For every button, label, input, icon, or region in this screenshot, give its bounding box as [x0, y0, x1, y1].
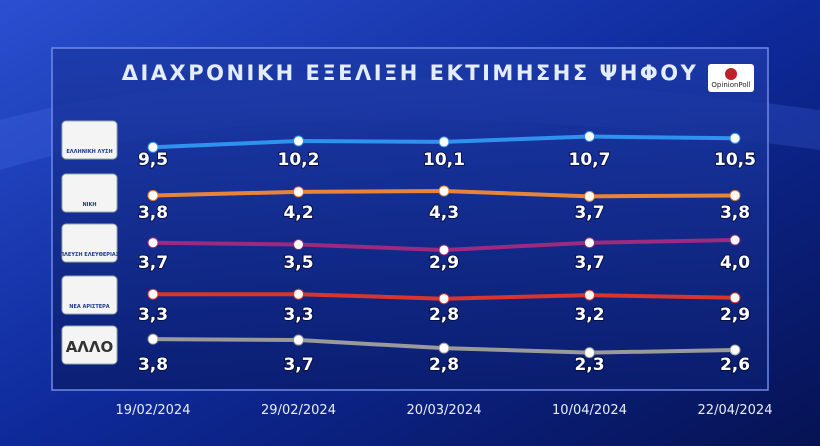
- data-label: 3,7: [283, 355, 313, 375]
- data-label: 10,2: [278, 150, 320, 170]
- point: [584, 131, 595, 142]
- x-tick-label: 29/02/2024: [261, 403, 336, 418]
- point: [584, 237, 595, 249]
- point: [147, 288, 159, 300]
- point: [729, 132, 741, 144]
- party-logo: [61, 275, 118, 315]
- data-label: 10,5: [714, 150, 756, 170]
- point: [147, 141, 159, 153]
- data-label: 9,5: [138, 150, 168, 170]
- point: [729, 189, 741, 201]
- party-logo: [61, 173, 118, 213]
- data-label: 2,9: [429, 253, 459, 273]
- point: [147, 189, 159, 201]
- logo-icon: [725, 68, 737, 80]
- point: [729, 234, 741, 246]
- data-label: 2,8: [429, 305, 459, 325]
- x-tick-label: 22/04/2024: [698, 403, 773, 418]
- point: [438, 244, 450, 256]
- legend-label: ΕΛΛΗΝΙΚΗ ΛΥΣΗ: [66, 149, 112, 155]
- point: [293, 135, 304, 147]
- data-label: 3,7: [574, 253, 604, 273]
- legend-label: ΑΛΛΟ: [66, 338, 114, 356]
- data-label: 10,1: [423, 150, 465, 170]
- point: [147, 333, 159, 345]
- data-label: 3,8: [720, 203, 750, 223]
- point: [729, 292, 741, 304]
- data-label: 3,8: [138, 203, 168, 223]
- data-label: 2,6: [720, 355, 750, 375]
- point: [438, 342, 450, 354]
- panel: [51, 47, 769, 391]
- data-label: 3,7: [574, 203, 604, 223]
- legend-label: ΠΛΕΥΣΗ ΕΛΕΥΘΕΡΙΑΣ: [60, 252, 120, 258]
- data-label: 2,9: [720, 305, 750, 325]
- point: [147, 237, 159, 249]
- party-logo: [61, 223, 118, 263]
- point: [584, 347, 595, 359]
- point: [438, 136, 450, 148]
- data-label: 3,3: [283, 305, 313, 325]
- point: [438, 185, 450, 197]
- data-label: 4,2: [283, 203, 313, 223]
- point: [584, 289, 595, 301]
- legend-label: ΝΙΚΗ: [82, 202, 96, 208]
- data-label: 3,2: [574, 305, 604, 325]
- party-logo: [61, 325, 118, 365]
- chart-title: ΔΙΑΧΡΟΝΙΚΗ ΕΞΕΛΙΞΗ ΕΚΤΙΜΗΣΗΣ ΨΗΦΟΥ: [122, 61, 699, 85]
- data-label: 3,8: [138, 355, 168, 375]
- party-logo: [61, 120, 118, 160]
- point: [438, 293, 450, 305]
- data-label: 3,7: [138, 253, 168, 273]
- source-logo: OpinionPoll: [711, 81, 750, 89]
- data-label: 2,8: [429, 355, 459, 375]
- data-label: 4,0: [720, 253, 750, 273]
- data-label: 2,3: [574, 355, 604, 375]
- data-label: 3,5: [283, 253, 313, 273]
- data-label: 3,3: [138, 305, 168, 325]
- point: [584, 190, 595, 202]
- data-label: 10,7: [569, 150, 611, 170]
- point: [293, 186, 304, 198]
- data-label: 4,3: [429, 203, 459, 223]
- point: [293, 334, 304, 346]
- x-tick-label: 19/02/2024: [116, 403, 191, 418]
- point: [293, 239, 304, 251]
- x-tick-label: 10/04/2024: [552, 403, 627, 418]
- legend-label: ΝΕΑ ΑΡΙΣΤΕΡΑ: [69, 304, 110, 310]
- x-tick-label: 20/03/2024: [407, 403, 482, 418]
- point: [293, 288, 304, 300]
- point: [729, 344, 741, 356]
